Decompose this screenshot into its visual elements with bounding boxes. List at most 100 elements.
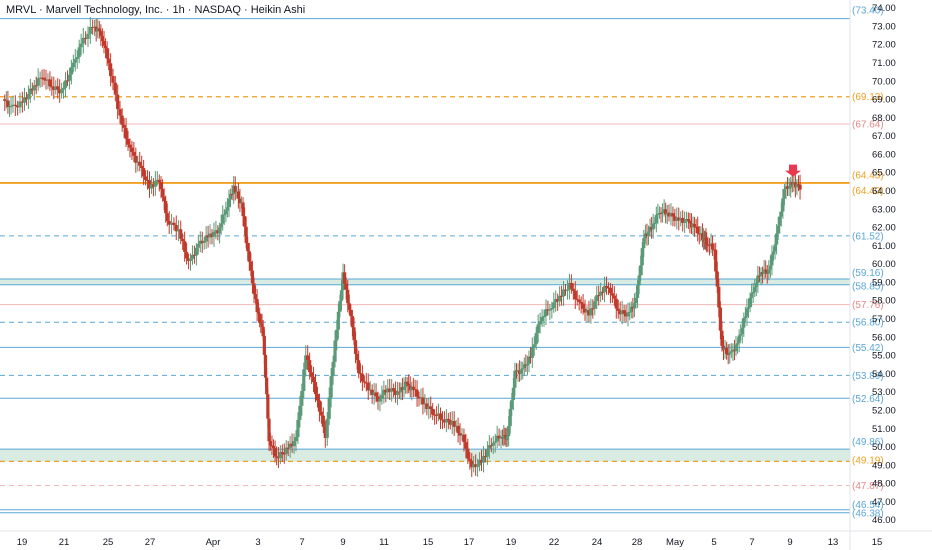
time-tick-label: 17 [464, 537, 475, 548]
candle-body [704, 238, 708, 241]
candle-body [728, 352, 732, 355]
candle-body [24, 97, 29, 100]
candle-body [405, 381, 409, 384]
candle-body [431, 409, 435, 415]
candle-body [456, 425, 460, 434]
candle-body [238, 198, 242, 204]
candle-body [252, 283, 256, 295]
candle-body [236, 191, 240, 199]
candle-body [140, 165, 144, 169]
candle-body [413, 389, 417, 391]
candle-body [294, 437, 298, 442]
candle-body [602, 286, 607, 293]
price-level-label: (49.19) [852, 455, 884, 466]
candle-body [67, 74, 72, 81]
price-axis[interactable]: 74.00 73.00 72.00 71.00 70.00 69.00 68.00 67.00… [849, 0, 896, 550]
candle-body [122, 124, 126, 128]
time-axis[interactable]: 19 21 25 27 Apr 3 7 9 11 15 17 19 22 24 28 May 5 7 9 13 15 [0, 530, 932, 548]
candle-body [353, 340, 358, 354]
candle-body [458, 433, 462, 436]
candle-body [202, 241, 206, 243]
candle-body [502, 435, 506, 439]
candle-body [22, 97, 27, 103]
candle-body [677, 217, 681, 221]
candle-body [366, 382, 370, 391]
candle-body [393, 390, 398, 396]
candle-body [656, 213, 660, 215]
candle-body [99, 31, 103, 36]
candle-body [587, 310, 591, 316]
price-level-label: (59.16) [852, 268, 884, 279]
candle-body [403, 381, 408, 387]
candle-body [65, 80, 70, 82]
candle-body [107, 58, 111, 64]
candle-body [604, 286, 609, 288]
candle-body [306, 355, 310, 361]
candle-body [734, 344, 738, 352]
candle-body [172, 222, 176, 226]
time-tick-label: 5 [711, 537, 716, 548]
candle-body [696, 226, 700, 234]
candle-body [673, 216, 677, 221]
candle-body [138, 161, 142, 166]
candle-body [714, 249, 718, 272]
candle-body [601, 291, 605, 293]
candle-body [737, 335, 741, 344]
candle-body [550, 308, 554, 310]
candle-body [525, 363, 530, 366]
candle-body [169, 222, 174, 225]
time-tick-label: 15 [872, 537, 883, 548]
candle-body [304, 355, 308, 370]
candle-body [50, 86, 54, 88]
candle-body [561, 289, 566, 297]
candle-body [472, 464, 476, 468]
time-tick-label: 25 [103, 537, 114, 548]
candle-body [770, 254, 774, 266]
candle-body [103, 45, 108, 49]
candle-body [268, 441, 272, 446]
candle-body [63, 80, 68, 88]
price-tick-label: 68.00 [872, 113, 896, 124]
candle-body [466, 448, 470, 459]
candle-body [635, 285, 640, 298]
candle-body [79, 43, 83, 48]
candle-body [773, 244, 777, 252]
price-tick-label: 46.00 [872, 515, 896, 526]
candle-body [725, 348, 729, 354]
price-tick-label: 53.00 [872, 387, 896, 398]
candle-body [487, 445, 491, 449]
candle-body [124, 127, 128, 139]
candle-body [717, 286, 721, 308]
candle-body [608, 287, 613, 294]
candle-body [261, 326, 265, 336]
candle-body [9, 105, 13, 107]
candle-body [339, 290, 344, 301]
candle-body [44, 79, 48, 81]
candle-body [102, 40, 106, 46]
candle-body [212, 231, 216, 237]
candle-body [610, 293, 614, 296]
time-tick-label: 7 [749, 537, 754, 548]
candle-body [222, 214, 226, 216]
candle-body [444, 418, 448, 423]
time-tick-label: 19 [506, 537, 517, 548]
candle-body [756, 275, 760, 284]
candle-body [142, 168, 146, 177]
candle-body [532, 344, 536, 348]
candle-body [745, 308, 749, 317]
candle-body [368, 389, 372, 391]
candle-body [344, 283, 348, 290]
candle-body [71, 62, 75, 68]
price-level-label: (47.87) [852, 481, 884, 492]
price-tick-label: 57.00 [872, 314, 896, 325]
price-tick-label: 72.00 [872, 40, 896, 51]
candle-body [735, 343, 740, 345]
candle-body [243, 216, 247, 227]
price-tick-label: 59.00 [872, 277, 896, 288]
candle-body [637, 275, 641, 286]
candle-body [556, 299, 560, 302]
candle-body [241, 202, 245, 217]
candle-body [679, 217, 683, 221]
candle-body [296, 419, 300, 438]
